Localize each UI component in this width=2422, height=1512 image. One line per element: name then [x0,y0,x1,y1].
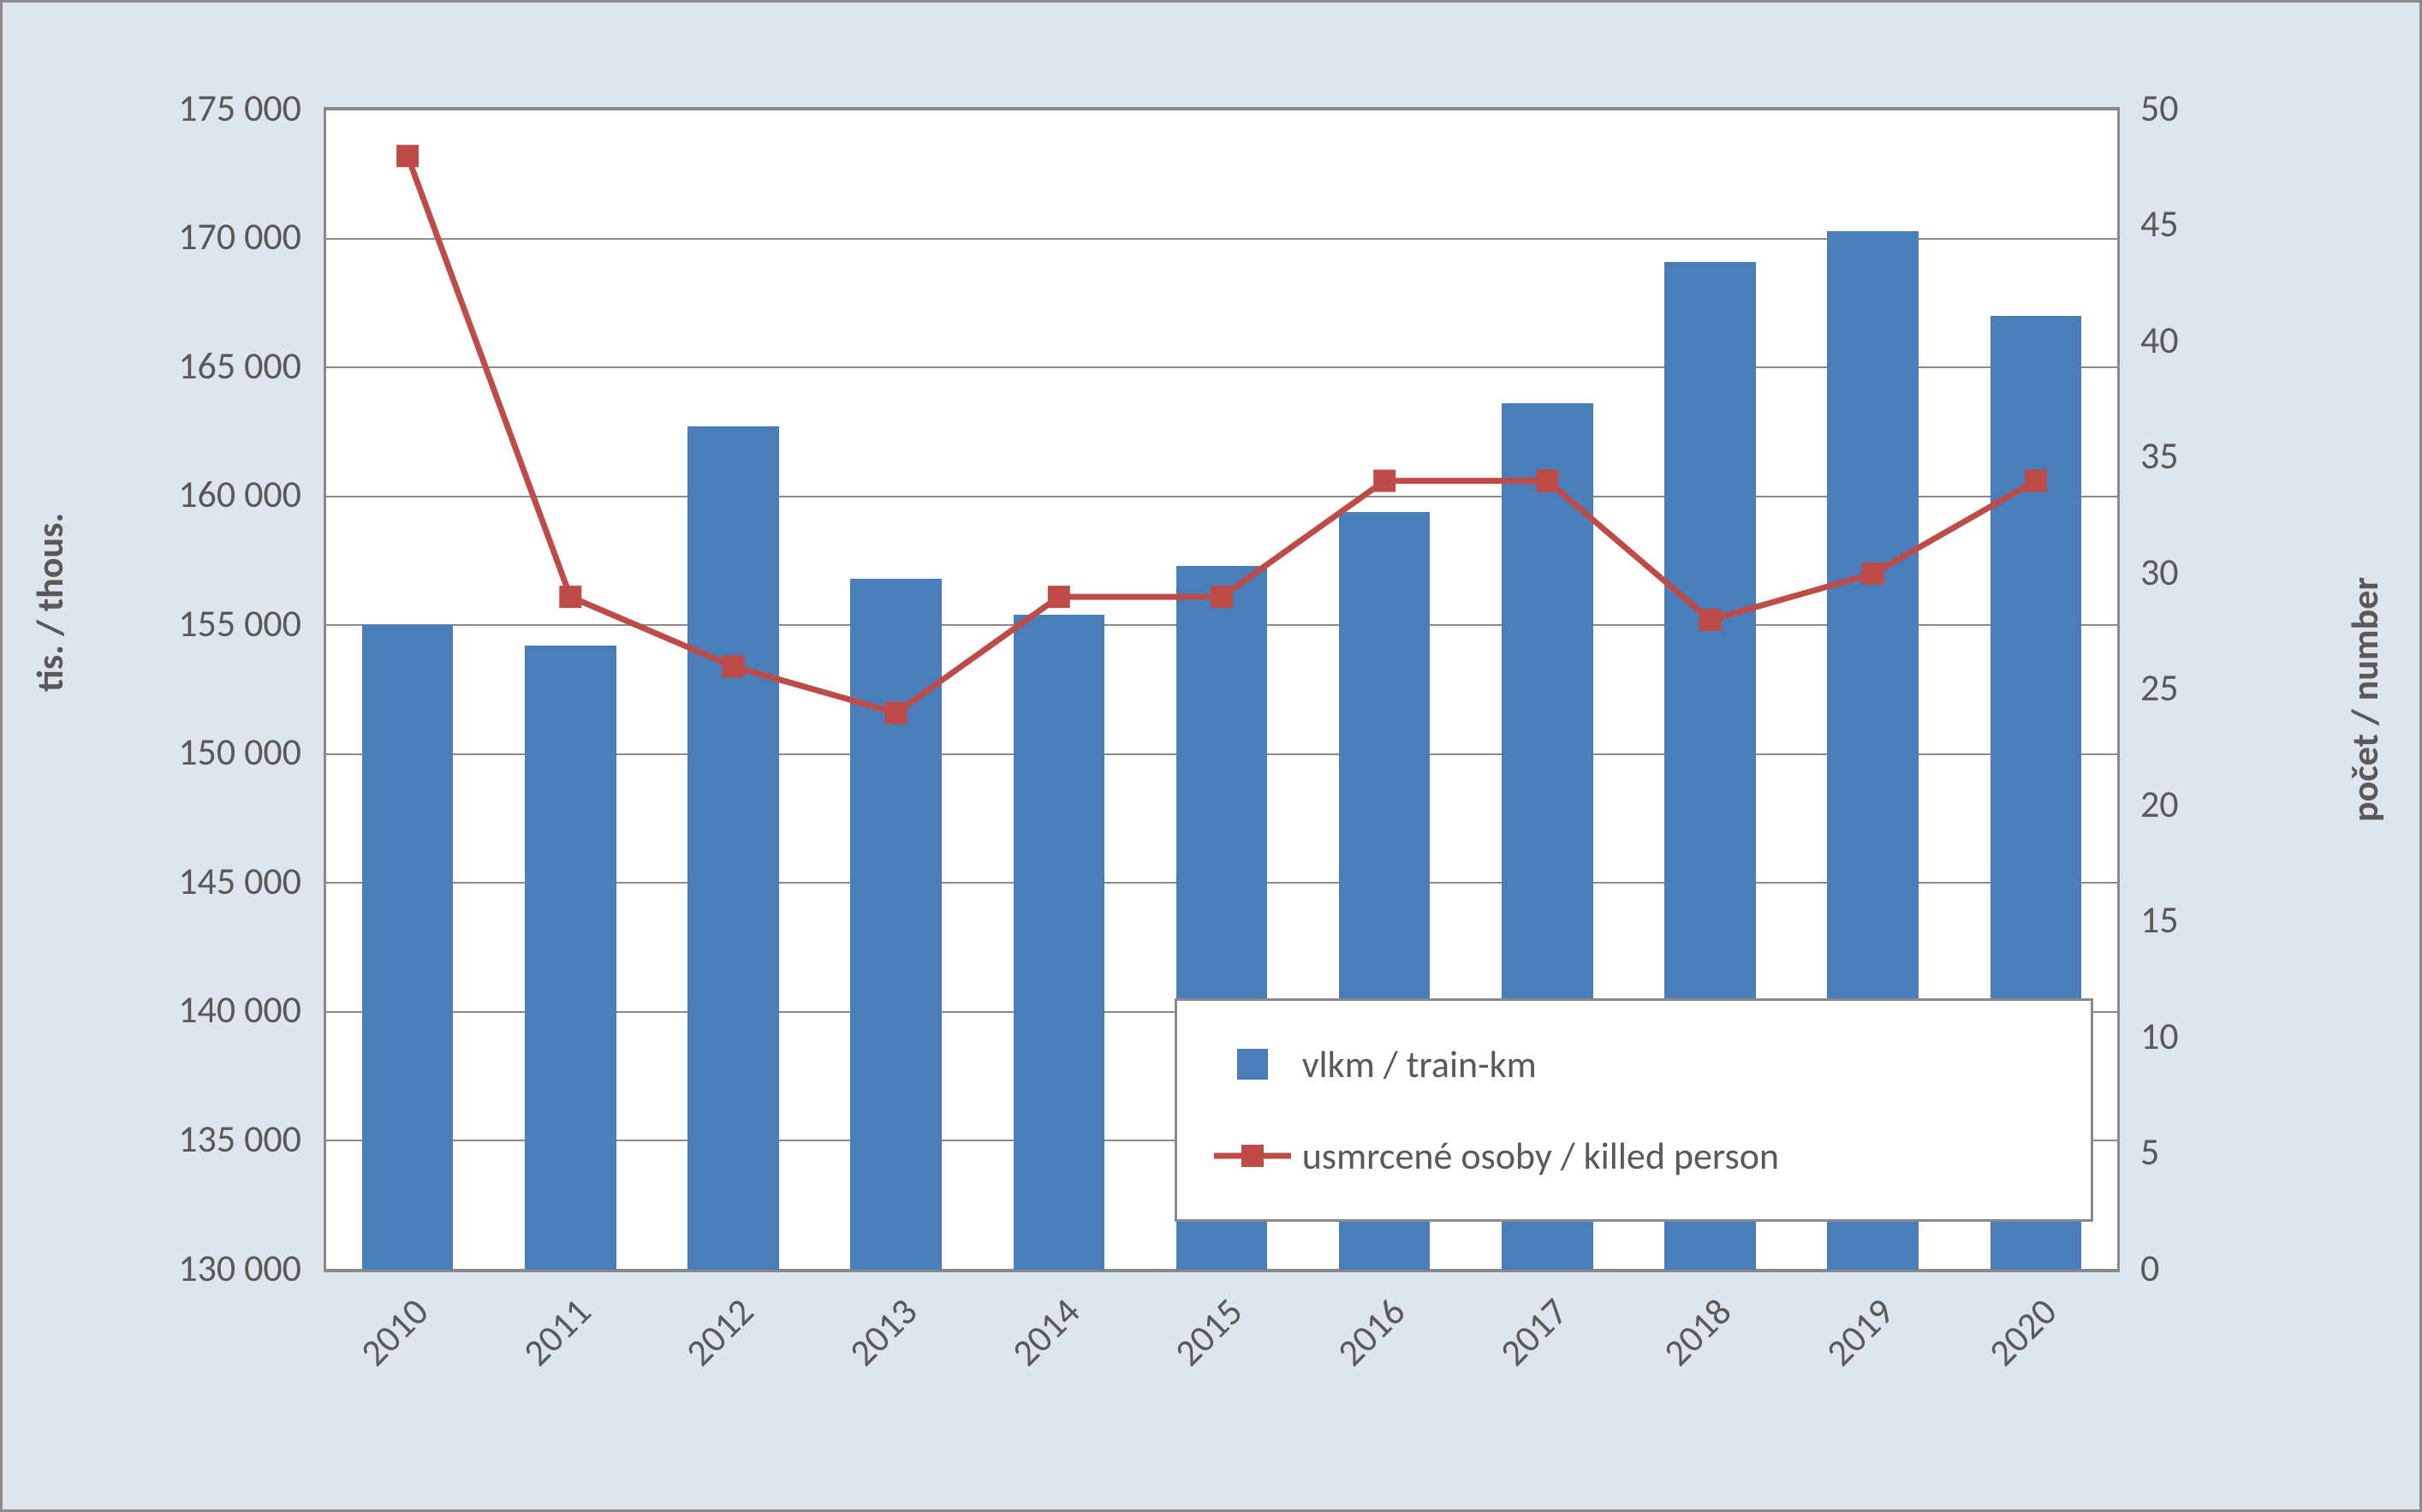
y-right-tick-label: 10 [2140,1013,2179,1059]
x-tick-label: 2011 [447,1289,601,1443]
x-tick-label: 2019 [1749,1289,1903,1443]
y-right-tick-label: 15 [2140,896,2179,943]
legend-item: usmrcené osoby / killed person [1203,1133,2065,1179]
y-right-tick-label: 25 [2140,664,2179,711]
y-left-tick-label: 165 000 [79,342,301,389]
line-marker [2025,470,2047,492]
x-tick-label: 2014 [935,1289,1089,1443]
line-marker [885,702,908,724]
y-left-tick-label: 160 000 [79,471,301,517]
x-tick-label: 2013 [772,1289,926,1443]
y-right-axis-title: počet / number [2342,577,2388,822]
x-tick-label: 2018 [1586,1289,1741,1443]
legend: vlkm / train-km usmrcené osoby / killed p… [1175,998,2093,1223]
y-left-tick-label: 145 000 [79,858,301,904]
legend-swatch-bar [1237,1049,1268,1080]
y-left-axis-title: tis. / thous. [27,512,73,691]
x-tick-label: 2012 [610,1289,764,1443]
y-left-tick-label: 135 000 [79,1116,301,1162]
y-right-tick-label: 35 [2140,432,2179,479]
x-tick-label: 2010 [284,1289,438,1443]
y-right-tick-label: 40 [2140,317,2179,363]
y-right-tick-label: 45 [2140,200,2179,247]
legend-swatch-line [1214,1140,1291,1171]
line-marker [1048,586,1070,608]
y-left-tick-label: 140 000 [79,986,301,1033]
y-right-tick-label: 30 [2140,549,2179,595]
y-left-tick-label: 170 000 [79,213,301,259]
legend-label: vlkm / train-km [1302,1041,1537,1087]
line-marker [1373,470,1395,492]
chart-frame: tis. / thous. počet / number vlkm / trai… [0,0,2422,1512]
y-right-tick-label: 5 [2140,1128,2159,1175]
line-marker [1536,470,1558,492]
y-left-tick-label: 155 000 [79,600,301,646]
line-marker [1211,586,1233,608]
y-right-tick-label: 0 [2140,1245,2159,1291]
y-left-tick-label: 130 000 [79,1245,301,1291]
line-marker [559,586,581,608]
x-tick-label: 2020 [1912,1289,2066,1443]
legend-item: vlkm / train-km [1203,1041,2065,1087]
y-right-tick-label: 20 [2140,781,2179,827]
line-marker [1699,609,1722,631]
y-left-tick-label: 150 000 [79,729,301,775]
legend-label: usmrcené osoby / killed person [1302,1133,1779,1179]
y-left-tick-label: 175 000 [79,85,301,131]
y-right-tick-label: 50 [2140,85,2179,131]
line-marker [1862,563,1884,585]
x-tick-label: 2017 [1424,1289,1578,1443]
x-tick-label: 2016 [1261,1289,1415,1443]
line-marker [396,145,419,167]
line-marker [722,655,744,677]
x-tick-label: 2015 [1098,1289,1253,1443]
